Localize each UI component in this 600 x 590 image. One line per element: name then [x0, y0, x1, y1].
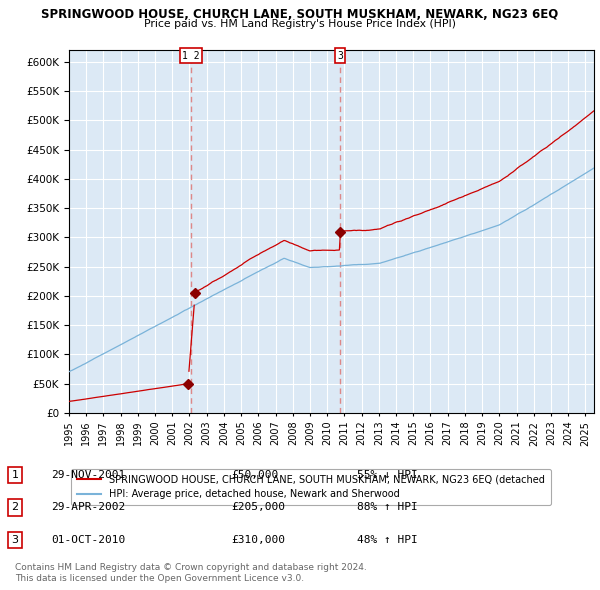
Text: £205,000: £205,000 [231, 503, 285, 512]
Text: 88% ↑ HPI: 88% ↑ HPI [357, 503, 418, 512]
Text: Contains HM Land Registry data © Crown copyright and database right 2024.: Contains HM Land Registry data © Crown c… [15, 563, 367, 572]
Text: 48% ↑ HPI: 48% ↑ HPI [357, 535, 418, 545]
Text: 3: 3 [11, 535, 19, 545]
Text: This data is licensed under the Open Government Licence v3.0.: This data is licensed under the Open Gov… [15, 574, 304, 583]
Text: £50,000: £50,000 [231, 470, 278, 480]
Text: £310,000: £310,000 [231, 535, 285, 545]
Text: 55% ↓ HPI: 55% ↓ HPI [357, 470, 418, 480]
Text: 29-NOV-2001: 29-NOV-2001 [51, 470, 125, 480]
Text: 1: 1 [11, 470, 19, 480]
Text: Price paid vs. HM Land Registry's House Price Index (HPI): Price paid vs. HM Land Registry's House … [144, 19, 456, 29]
Text: 29-APR-2002: 29-APR-2002 [51, 503, 125, 512]
Text: 1 2: 1 2 [182, 51, 200, 61]
Text: 2: 2 [11, 503, 19, 512]
Text: SPRINGWOOD HOUSE, CHURCH LANE, SOUTH MUSKHAM, NEWARK, NG23 6EQ: SPRINGWOOD HOUSE, CHURCH LANE, SOUTH MUS… [41, 8, 559, 21]
Legend: SPRINGWOOD HOUSE, CHURCH LANE, SOUTH MUSKHAM, NEWARK, NG23 6EQ (detached, HPI: A: SPRINGWOOD HOUSE, CHURCH LANE, SOUTH MUS… [71, 468, 551, 505]
Text: 3: 3 [337, 51, 343, 61]
Text: 01-OCT-2010: 01-OCT-2010 [51, 535, 125, 545]
